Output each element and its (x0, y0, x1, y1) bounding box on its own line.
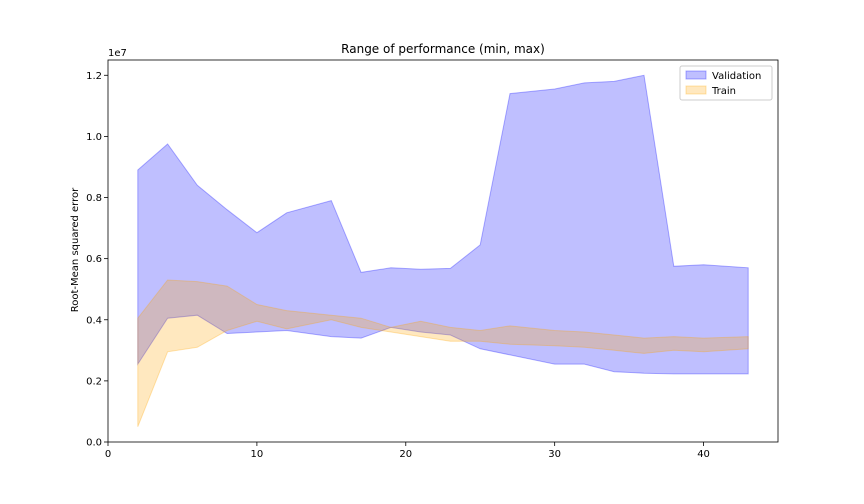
plot-frame (107, 59, 779, 443)
plot-layer (137, 74, 749, 427)
x-tick-label: 10 (251, 449, 264, 460)
legend-swatch-validation (685, 70, 707, 80)
series-band-validation (137, 74, 749, 375)
chart-title: Range of performance (min, max) (341, 42, 545, 56)
series-band-train (137, 279, 749, 427)
y-axis-label: Root-Mean squared error (70, 187, 81, 312)
legend: Validation Train (679, 65, 773, 101)
y-tick-label: 0.0 (86, 438, 102, 449)
legend-swatch-train (685, 85, 707, 95)
y-tick-label: 1.2 (86, 71, 102, 82)
y-tick-label: 0.6 (86, 254, 102, 265)
axes-layer: 0 10 20 30 40 0.0 0.2 0.4 0.6 0.8 1.0 1.2 (86, 59, 779, 460)
x-tick-label: 40 (697, 449, 710, 460)
y-tick-label: 0.2 (86, 376, 102, 387)
y-axis-offset-label: 1e7 (108, 48, 127, 59)
y-tick-label: 0.4 (86, 315, 102, 326)
legend-label-validation: Validation (712, 71, 761, 82)
x-tick-label: 30 (548, 449, 561, 460)
y-tick-label: 1.0 (86, 132, 102, 143)
legend-label-train: Train (711, 86, 736, 97)
y-tick-label: 0.8 (86, 193, 102, 204)
legend-frame (679, 65, 773, 101)
x-tick-label: 20 (399, 449, 412, 460)
x-tick-label: 0 (105, 449, 111, 460)
